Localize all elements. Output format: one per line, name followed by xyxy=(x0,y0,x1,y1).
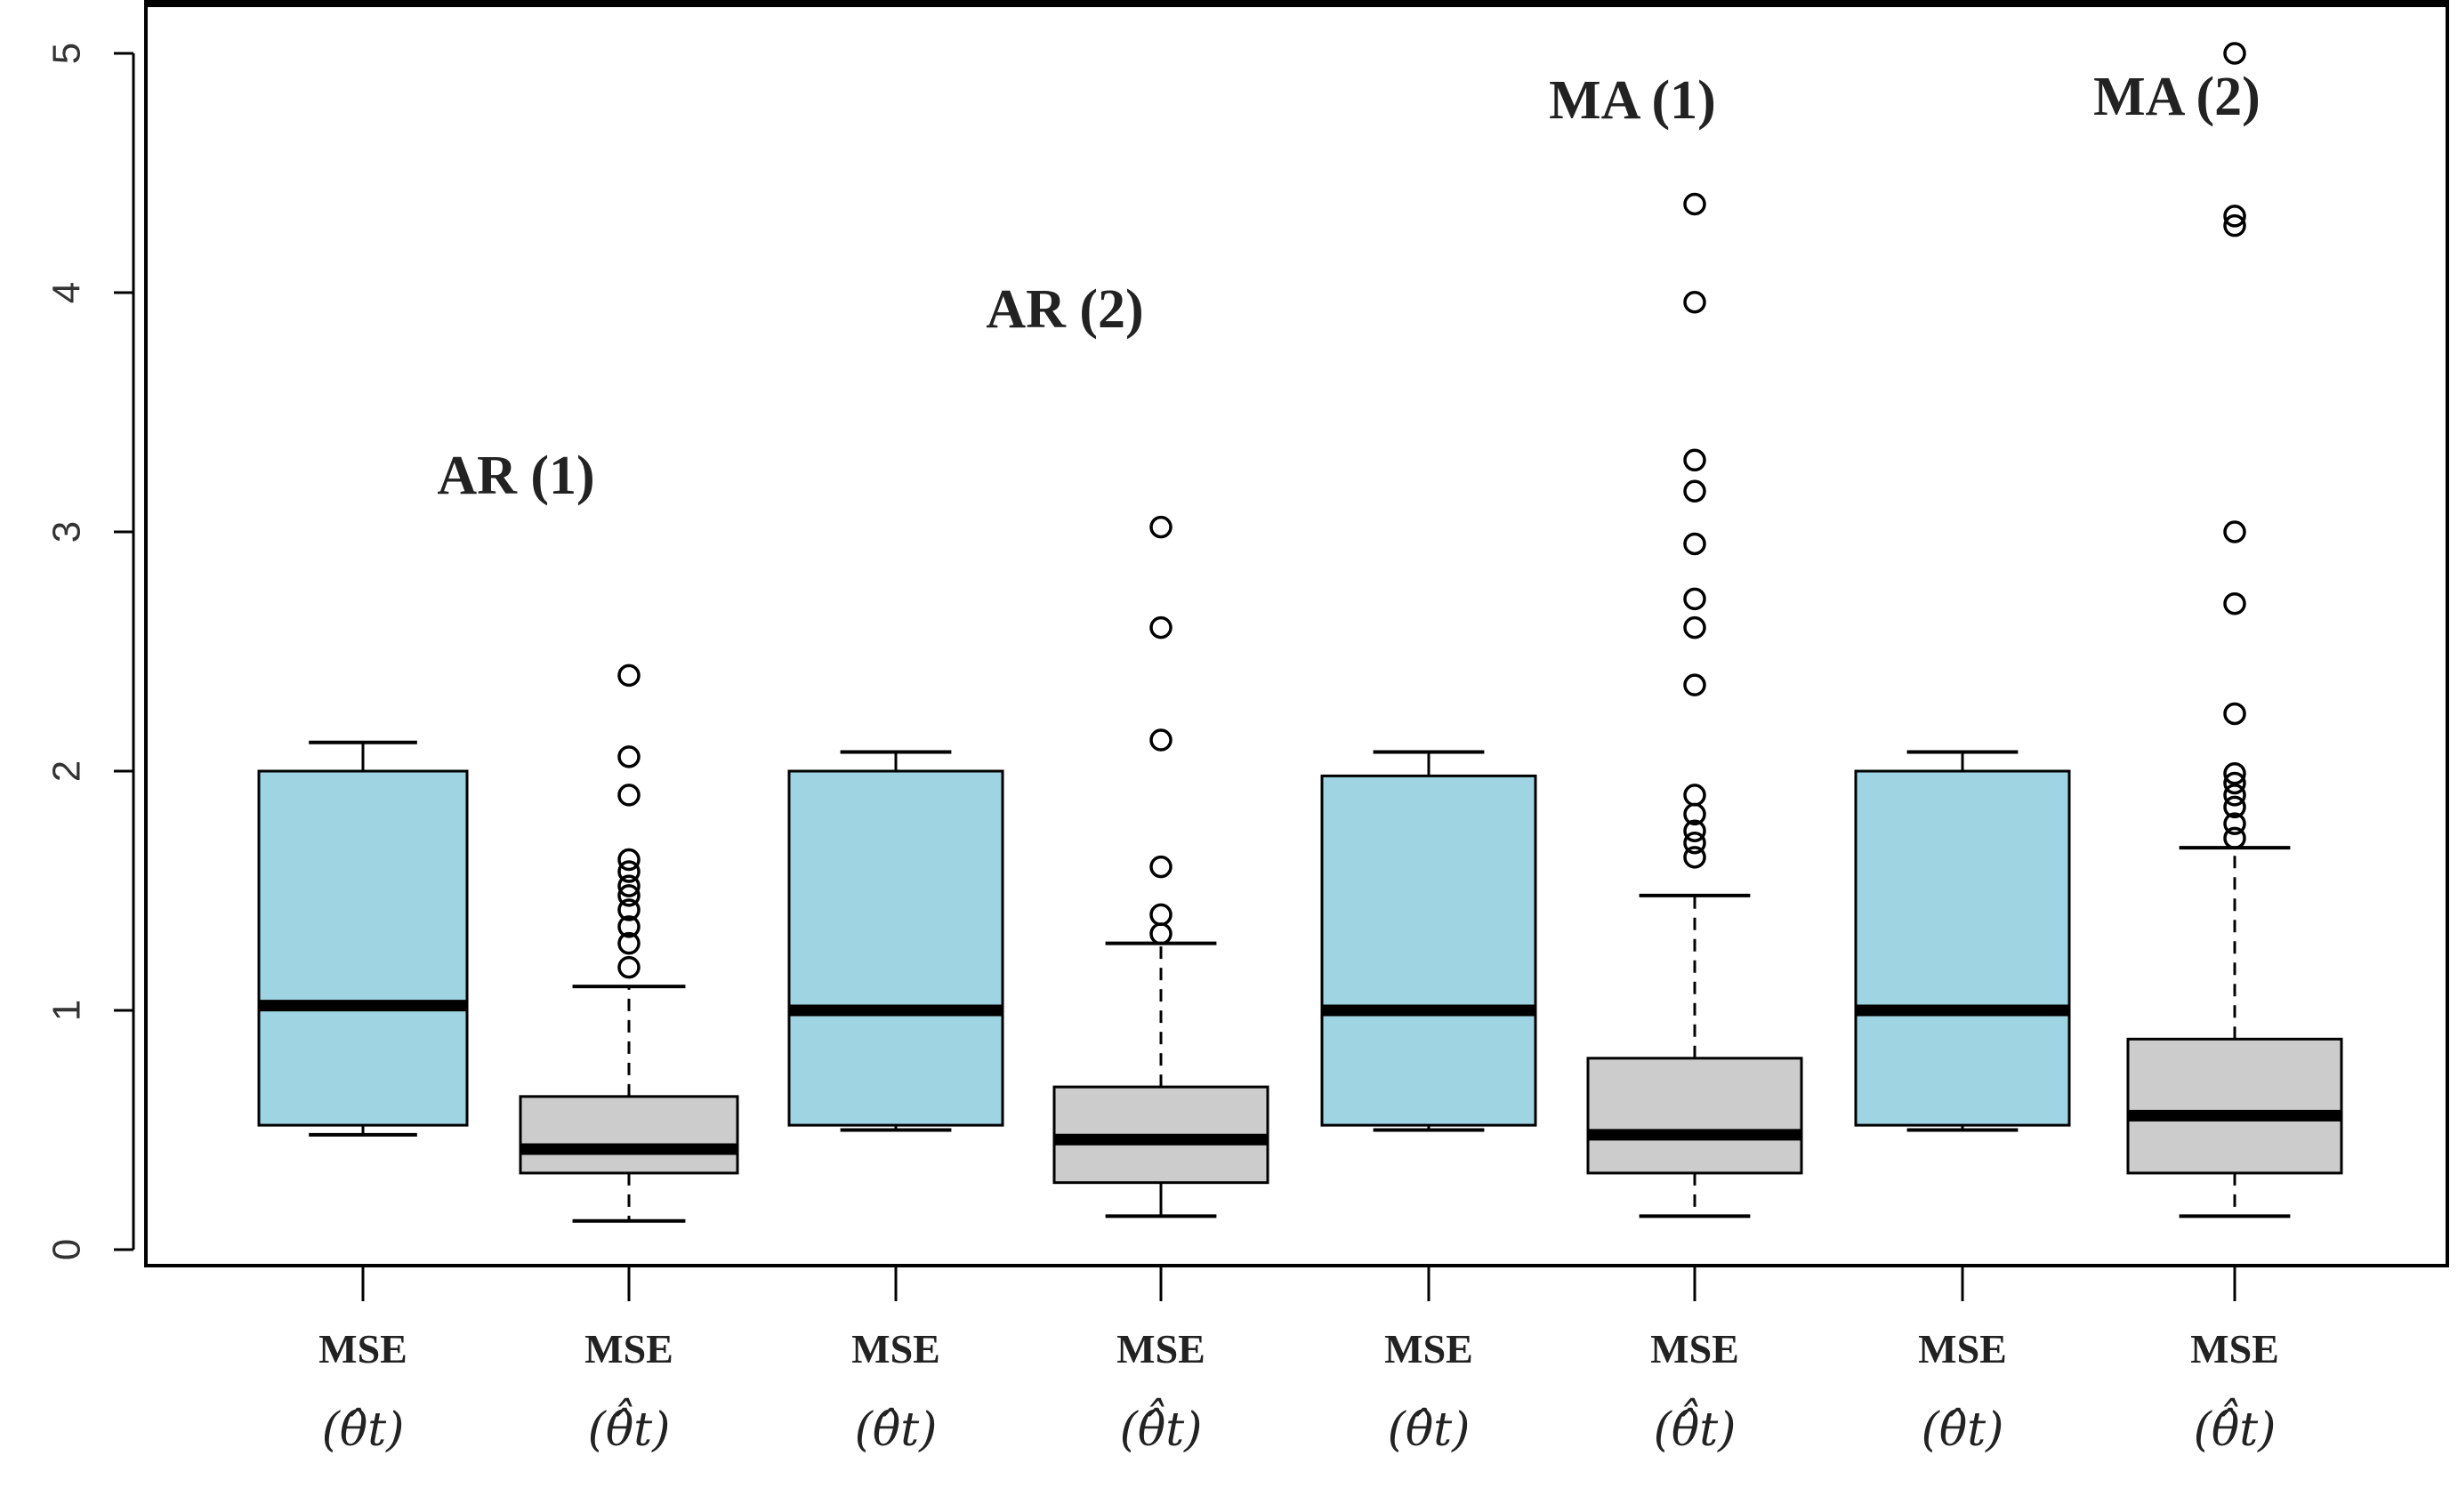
outlier-point xyxy=(617,745,641,768)
outlier-point xyxy=(1149,615,1173,639)
box-8 xyxy=(2126,42,2343,1218)
outlier-point xyxy=(1149,903,1173,927)
x-tick-label: MSE xyxy=(1650,1326,1739,1371)
box-5 xyxy=(1320,750,1537,1132)
outlier-point xyxy=(2223,205,2246,228)
outlier-point xyxy=(1683,831,1706,855)
outlier-point xyxy=(617,784,641,807)
box-iqr xyxy=(787,769,1004,1127)
outlier-point xyxy=(617,664,641,688)
group-label: MA (2) xyxy=(2093,67,2261,127)
outlier-point xyxy=(2223,795,2246,819)
group-label: AR (2) xyxy=(986,279,1143,340)
outlier-point xyxy=(617,915,641,938)
outlier-point xyxy=(2223,591,2246,615)
group-label: MA (1) xyxy=(1549,70,1716,131)
outlier-point xyxy=(617,874,641,897)
group-labels: AR (1) AR (2) MA (1) MA (2) xyxy=(437,67,2261,506)
box-4 xyxy=(1052,515,1269,1218)
box-iqr xyxy=(1854,769,2071,1127)
y-axis: 0 1 2 3 4 5 xyxy=(45,43,135,1260)
estimator-label: (θ̂̂t) xyxy=(1654,1398,1737,1457)
outlier-point xyxy=(617,848,641,872)
outlier-point xyxy=(1683,532,1706,556)
box-iqr xyxy=(519,1095,739,1175)
outlier-point xyxy=(1149,855,1173,879)
outlier-point xyxy=(2223,520,2246,543)
y-tick-label: 0 xyxy=(45,1239,89,1260)
outlier-point xyxy=(2223,826,2246,850)
outlier-point xyxy=(2223,812,2246,835)
outlier-point xyxy=(1683,784,1706,807)
estimator-label: (θ̂̂t) xyxy=(588,1398,671,1457)
estimator-label: (θ̂̂t) xyxy=(2194,1398,2277,1457)
y-tick-label: 4 xyxy=(45,282,89,303)
box-iqr xyxy=(257,769,469,1127)
outlier-point xyxy=(617,884,641,907)
box-7 xyxy=(1854,750,2071,1132)
box-6 xyxy=(1586,192,1803,1218)
x-tick-label: MSE xyxy=(1384,1326,1473,1371)
outlier-point xyxy=(2223,784,2246,807)
outlier-point xyxy=(1683,819,1706,842)
outlier-point xyxy=(1683,192,1706,216)
plot-frame xyxy=(144,0,2449,1267)
outlier-point xyxy=(2223,702,2246,726)
x-tick-label: MSE xyxy=(2190,1326,2279,1371)
y-tick-label: 1 xyxy=(45,1000,89,1021)
estimator-label: (θ̂̂t) xyxy=(1120,1398,1203,1457)
outlier-point xyxy=(1683,615,1706,639)
outlier-point xyxy=(617,931,641,955)
outlier-point xyxy=(2223,771,2246,795)
box-3 xyxy=(787,750,1004,1132)
x-tick-label: MSE xyxy=(584,1326,673,1371)
estimator-label: (θ̂t) xyxy=(322,1403,405,1457)
y-tick-label: 2 xyxy=(45,760,89,782)
group-label: AR (1) xyxy=(437,446,594,506)
outlier-point xyxy=(1683,846,1706,869)
outlier-point xyxy=(617,955,641,979)
y-tick-label: 5 xyxy=(45,43,89,64)
estimator-label: (θ̂t) xyxy=(855,1403,938,1457)
x-tick-label: MSE xyxy=(318,1326,407,1371)
y-tick-label: 3 xyxy=(45,521,89,543)
estimator-label: (θ̂t) xyxy=(1922,1403,2004,1457)
outlier-point xyxy=(1683,587,1706,611)
outlier-point xyxy=(1683,479,1706,503)
plot-border xyxy=(144,0,2449,1267)
box-iqr xyxy=(1320,774,1537,1127)
boxes-layer xyxy=(257,42,2343,1223)
x-tick-label: MSE xyxy=(1918,1326,2007,1371)
outlier-point xyxy=(617,898,641,921)
x-tick-label: MSE xyxy=(1116,1326,1205,1371)
outlier-point xyxy=(2223,42,2246,65)
x-tick-label: MSE xyxy=(851,1326,940,1371)
box-2 xyxy=(519,664,739,1223)
box-iqr xyxy=(1586,1057,1803,1175)
estimator-label: (θ̂t) xyxy=(1388,1403,1471,1457)
outlier-point xyxy=(1683,448,1706,472)
outlier-point xyxy=(1149,728,1173,752)
outlier-point xyxy=(1683,673,1706,696)
outlier-point xyxy=(1683,291,1706,314)
box-1 xyxy=(257,740,469,1137)
x-axis: MSE (θ̂t) MSE (θ̂̂t) MSE (θ̂t) MSE (θ̂̂t) MSE (θ̂… xyxy=(318,1266,2279,1457)
outlier-point xyxy=(2223,761,2246,785)
outlier-point xyxy=(1149,515,1173,539)
outlier-point xyxy=(2223,213,2246,237)
box-iqr xyxy=(2126,1037,2343,1175)
outlier-point xyxy=(617,860,641,883)
